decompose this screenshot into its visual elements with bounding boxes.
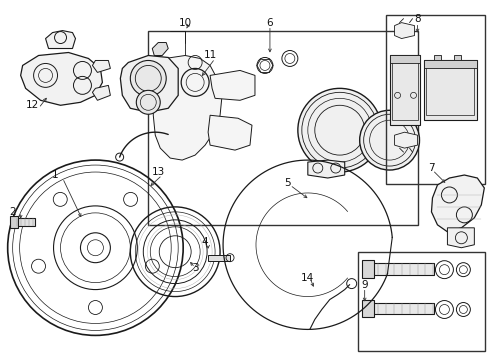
Text: 1: 1 bbox=[52, 170, 59, 180]
Text: 6: 6 bbox=[267, 18, 273, 28]
Circle shape bbox=[136, 90, 160, 114]
Bar bbox=[392, 60, 417, 120]
Polygon shape bbox=[454, 55, 462, 60]
Polygon shape bbox=[447, 228, 474, 248]
Text: 12: 12 bbox=[26, 100, 39, 110]
Text: 2: 2 bbox=[9, 207, 16, 217]
Polygon shape bbox=[210, 71, 255, 100]
Polygon shape bbox=[390, 55, 419, 125]
Bar bbox=[365, 263, 435, 275]
Polygon shape bbox=[121, 55, 178, 112]
Text: 9: 9 bbox=[361, 280, 368, 289]
Text: 14: 14 bbox=[301, 273, 315, 283]
Bar bbox=[362, 300, 374, 318]
Bar bbox=[358, 252, 485, 351]
Bar bbox=[10, 216, 18, 228]
Polygon shape bbox=[394, 132, 417, 148]
Bar bbox=[390, 55, 419, 63]
Polygon shape bbox=[394, 23, 415, 39]
Polygon shape bbox=[424, 60, 477, 120]
Bar bbox=[148, 31, 417, 225]
Bar bbox=[426, 66, 474, 115]
Polygon shape bbox=[208, 115, 252, 150]
Text: 8: 8 bbox=[414, 14, 421, 24]
Bar bbox=[424, 60, 477, 68]
Bar bbox=[386, 15, 485, 184]
Polygon shape bbox=[21, 53, 102, 105]
Polygon shape bbox=[308, 160, 345, 178]
Text: 5: 5 bbox=[285, 178, 291, 188]
Text: 13: 13 bbox=[151, 167, 165, 177]
Bar bbox=[362, 260, 374, 278]
Bar bbox=[365, 302, 435, 315]
Polygon shape bbox=[93, 85, 110, 100]
Circle shape bbox=[298, 88, 382, 172]
Polygon shape bbox=[435, 55, 441, 60]
Polygon shape bbox=[432, 175, 484, 232]
Bar bbox=[208, 255, 230, 261]
Text: 10: 10 bbox=[179, 18, 192, 28]
Polygon shape bbox=[93, 60, 110, 72]
Polygon shape bbox=[46, 31, 75, 49]
Polygon shape bbox=[153, 55, 222, 160]
Text: 7: 7 bbox=[428, 163, 435, 173]
Text: 11: 11 bbox=[203, 50, 217, 60]
Bar bbox=[15, 218, 35, 226]
Text: 3: 3 bbox=[192, 263, 198, 273]
Circle shape bbox=[130, 60, 166, 96]
Polygon shape bbox=[152, 42, 168, 55]
Text: 4: 4 bbox=[202, 237, 208, 247]
Circle shape bbox=[360, 110, 419, 170]
